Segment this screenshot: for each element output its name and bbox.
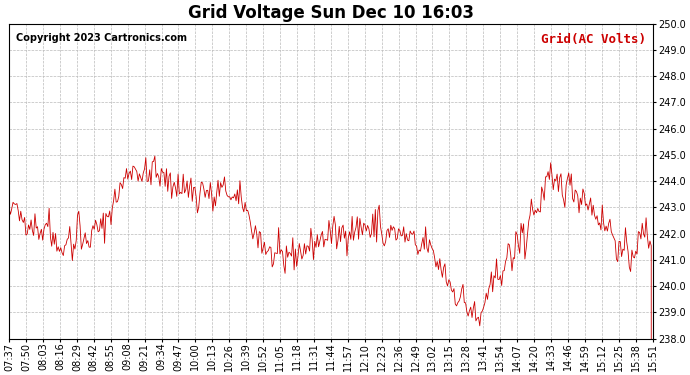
Text: Grid(AC Volts): Grid(AC Volts) (541, 33, 646, 46)
Title: Grid Voltage Sun Dec 10 16:03: Grid Voltage Sun Dec 10 16:03 (188, 4, 474, 22)
Text: Copyright 2023 Cartronics.com: Copyright 2023 Cartronics.com (16, 33, 186, 43)
